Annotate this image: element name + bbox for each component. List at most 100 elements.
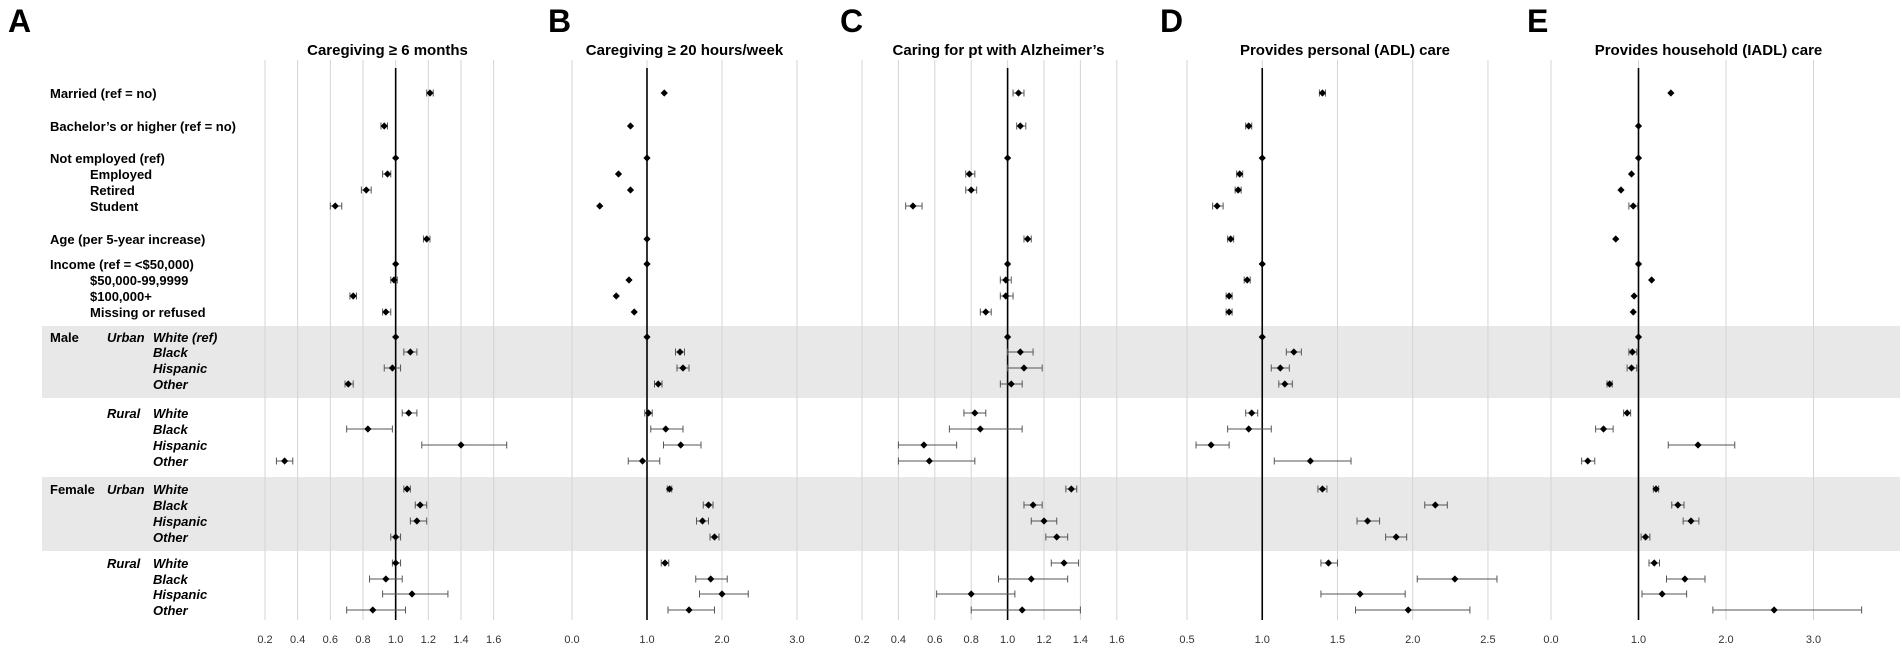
panel-E: E Provides household (IADL) care 0.0 1.0 2.0… [1527, 3, 1863, 646]
tick-label-C-7: 1.6 [1109, 634, 1124, 646]
estimate-marker-E-15 [1623, 409, 1631, 417]
estimate-marker-A-6 [423, 235, 431, 243]
estimate-marker-C-6 [1024, 235, 1032, 243]
estimate-marker-B-22 [710, 533, 719, 541]
estimate-marker-B-19 [665, 485, 674, 493]
panel-letter-D: D [1160, 3, 1183, 39]
panel-title-E: Provides household (IADL) care [1595, 42, 1823, 59]
tick-label-E-3: 3.0 [1806, 634, 1821, 646]
estimate-marker-D-2 [1258, 154, 1266, 162]
estimate-marker-A-8 [390, 276, 398, 284]
estimate-marker-A-7 [392, 260, 400, 268]
estimate-marker-A-10 [382, 308, 390, 316]
panel-C: C Caring for pt with Alzheimer’s 0.2 0.4 0.6… [840, 3, 1124, 646]
estimate-marker-E-17 [1694, 441, 1702, 449]
estimate-marker-B-9 [612, 292, 620, 300]
estimate-marker-D-26 [1404, 606, 1412, 614]
estimate-marker-A-22 [392, 533, 400, 541]
estimate-marker-C-1 [1016, 122, 1024, 130]
estimate-marker-C-18 [925, 457, 933, 465]
estimate-marker-E-1 [1634, 122, 1643, 130]
row-label-2-main: Not employed (ref) [50, 151, 165, 166]
estimate-marker-C-0 [1014, 89, 1023, 97]
estimate-marker-D-23 [1324, 559, 1333, 567]
panel-D: D Provides personal (ADL) care 0.5 1.0 1.5 2.… [1160, 3, 1498, 646]
tick-label-A-2: 0.6 [323, 634, 338, 646]
estimate-marker-A-26 [369, 606, 377, 614]
row-label-25-race: Hispanic [153, 587, 208, 602]
estimate-marker-A-15 [405, 409, 413, 417]
tick-label-C-6: 1.4 [1073, 634, 1088, 646]
estimate-marker-C-11 [1004, 333, 1012, 341]
row-label-19-sex: Female [50, 482, 95, 497]
panel-title-D: Provides personal (ADL) care [1240, 42, 1450, 59]
estimate-marker-B-5 [596, 202, 604, 210]
estimate-marker-A-2 [392, 154, 400, 162]
estimate-marker-B-21 [698, 517, 707, 525]
row-label-15-area: Rural [107, 406, 141, 421]
estimate-marker-A-16 [364, 425, 372, 433]
estimate-marker-D-7 [1258, 260, 1266, 268]
estimate-marker-C-4 [967, 186, 975, 194]
tick-label-E-2: 2.0 [1718, 634, 1733, 646]
tick-label-C-2: 0.6 [927, 634, 942, 646]
row-label-7-main: Income (ref = <$50,000) [50, 257, 194, 272]
tick-label-B-3: 3.0 [789, 634, 804, 646]
tick-label-B-0: 0.0 [564, 634, 579, 646]
estimate-marker-A-12 [406, 348, 414, 356]
estimate-marker-B-14 [654, 380, 662, 388]
tick-label-C-0: 0.2 [854, 634, 869, 646]
estimate-marker-E-7 [1634, 260, 1643, 268]
estimate-marker-D-25 [1356, 590, 1364, 598]
tick-label-C-4: 1.0 [1000, 634, 1015, 646]
row-label-11-area: Urban [107, 330, 145, 345]
estimate-marker-E-26 [1770, 606, 1778, 614]
estimate-marker-A-0 [426, 89, 434, 97]
estimate-marker-E-18 [1584, 457, 1592, 465]
estimate-marker-B-11 [643, 333, 651, 341]
estimate-marker-E-23 [1650, 559, 1658, 567]
estimate-marker-B-23 [661, 559, 669, 567]
row-label-22-race: Other [153, 530, 189, 545]
estimate-marker-D-13 [1276, 364, 1284, 372]
estimate-marker-E-8 [1648, 276, 1656, 284]
estimate-marker-D-15 [1248, 409, 1256, 417]
estimate-marker-B-1 [626, 122, 635, 130]
row-label-13-race: Hispanic [153, 361, 208, 376]
estimate-marker-A-11 [392, 333, 400, 341]
row-label-12-race: Black [153, 345, 188, 360]
row-label-23-race: White [153, 556, 188, 571]
panel-A: A Caregiving ≥ 6 months 0.2 0.4 0.6 0.8 1.0 1.2… [8, 3, 508, 646]
estimate-marker-E-0 [1667, 89, 1675, 97]
estimate-marker-D-11 [1258, 333, 1266, 341]
tick-label-D-2: 1.5 [1330, 634, 1345, 646]
row-label-11-sex: Male [50, 330, 79, 345]
estimate-marker-A-25 [408, 590, 416, 598]
estimate-marker-D-20 [1431, 501, 1439, 509]
row-label-1-main: Bachelor’s or higher (ref = no) [50, 119, 236, 134]
estimate-marker-D-17 [1207, 441, 1215, 449]
tick-label-A-5: 1.2 [421, 634, 436, 646]
panel-B: B Caregiving ≥ 20 hours/week 0.0 1.0 2.0 3.0 [548, 3, 805, 646]
row-label-18-race: Other [153, 454, 189, 469]
estimate-marker-D-9 [1225, 292, 1233, 300]
estimate-marker-E-11 [1634, 333, 1643, 341]
panel-title-B: Caregiving ≥ 20 hours/week [586, 42, 784, 59]
tick-label-B-2: 2.0 [714, 634, 729, 646]
estimate-marker-D-10 [1225, 308, 1233, 316]
row-label-15-race: White [153, 406, 188, 421]
panel-letter-E: E [1527, 3, 1548, 39]
tick-label-D-1: 1.0 [1255, 634, 1270, 646]
estimate-marker-C-25 [967, 590, 975, 598]
tick-label-D-3: 2.0 [1405, 634, 1420, 646]
tick-label-D-4: 2.5 [1480, 634, 1495, 646]
row-label-26-race: Other [153, 603, 189, 618]
estimate-marker-A-4 [362, 186, 370, 194]
tick-label-E-0: 0.0 [1543, 634, 1558, 646]
estimate-marker-D-12 [1290, 348, 1298, 356]
estimate-marker-E-13 [1627, 364, 1636, 372]
tick-label-B-1: 1.0 [639, 634, 654, 646]
row-label-19-area: Urban [107, 482, 145, 497]
tick-label-A-0: 0.2 [257, 634, 272, 646]
estimate-marker-E-6 [1612, 235, 1620, 243]
